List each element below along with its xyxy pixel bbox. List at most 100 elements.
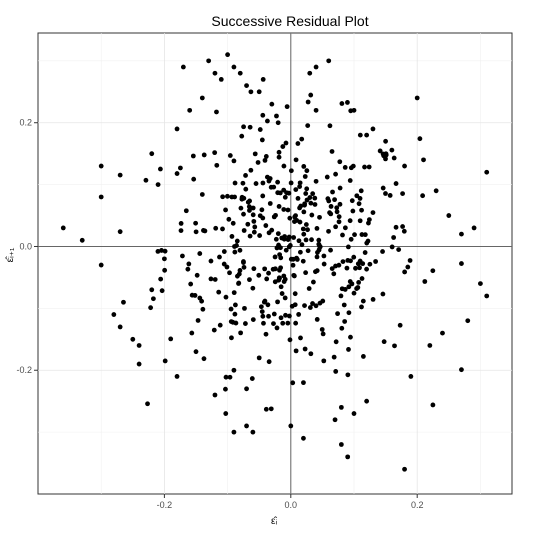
- data-point: [299, 242, 305, 248]
- data-point: [380, 185, 386, 191]
- data-point: [355, 285, 361, 290]
- data-point: [373, 259, 379, 264]
- data-point: [257, 213, 263, 219]
- data-point: [355, 261, 361, 267]
- data-point: [117, 172, 123, 178]
- data-point: [351, 254, 357, 260]
- data-point: [324, 174, 330, 180]
- data-point: [249, 376, 255, 381]
- data-point: [239, 133, 245, 139]
- data-point: [223, 411, 229, 416]
- data-point: [321, 358, 327, 364]
- data-point: [231, 429, 237, 435]
- data-point: [380, 249, 385, 254]
- data-point: [98, 194, 104, 200]
- data-point: [240, 180, 246, 186]
- data-point: [407, 258, 413, 263]
- data-point: [340, 232, 345, 238]
- data-point: [281, 236, 287, 242]
- data-point: [197, 251, 203, 256]
- data-point: [295, 141, 301, 146]
- data-point: [195, 318, 201, 323]
- data-point: [299, 136, 305, 142]
- data-point: [334, 209, 340, 215]
- data-point: [278, 255, 284, 261]
- data-point: [271, 321, 276, 326]
- data-point: [263, 406, 269, 412]
- data-point: [393, 181, 399, 186]
- data-point: [366, 164, 372, 170]
- data-point: [228, 306, 234, 312]
- data-point: [400, 224, 405, 229]
- data-point: [200, 306, 206, 312]
- data-point: [446, 213, 452, 218]
- data-point: [301, 209, 307, 215]
- data-point: [321, 253, 327, 259]
- data-point: [307, 305, 313, 310]
- data-point: [345, 372, 351, 378]
- data-point: [247, 208, 252, 213]
- data-point: [285, 207, 291, 213]
- data-point: [256, 355, 262, 361]
- data-point: [289, 303, 295, 309]
- data-point: [241, 228, 247, 233]
- data-point: [251, 229, 257, 235]
- data-point: [346, 347, 351, 352]
- data-point: [159, 288, 165, 294]
- data-point: [283, 247, 289, 253]
- data-point: [302, 202, 307, 208]
- data-point: [155, 248, 161, 254]
- data-point: [290, 256, 296, 262]
- data-point: [158, 166, 163, 172]
- data-point: [271, 184, 277, 190]
- data-point: [333, 224, 339, 230]
- data-point: [278, 284, 284, 290]
- data-point: [224, 264, 230, 270]
- data-point: [225, 193, 230, 199]
- data-point: [349, 198, 355, 204]
- data-point: [347, 218, 353, 224]
- data-point: [232, 249, 238, 255]
- data-point: [414, 95, 420, 101]
- x-axis-ticks: -0.2 0.0 0.2: [157, 494, 423, 510]
- data-point: [150, 296, 156, 302]
- data-point: [440, 330, 445, 336]
- data-point: [326, 228, 331, 234]
- data-point: [351, 411, 357, 416]
- data-point: [283, 140, 289, 146]
- data-point: [307, 70, 313, 76]
- data-point: [358, 188, 364, 194]
- data-point: [233, 320, 239, 326]
- data-points: [60, 52, 490, 472]
- data-point: [320, 331, 326, 337]
- data-point: [298, 203, 304, 209]
- data-point: [275, 120, 281, 126]
- y-tick-label: -0.2: [16, 365, 32, 375]
- data-point: [329, 149, 335, 154]
- data-point: [259, 207, 265, 213]
- data-point: [329, 266, 335, 271]
- data-point: [357, 218, 363, 224]
- data-point: [471, 225, 477, 231]
- data-point: [247, 198, 252, 204]
- data-point: [241, 195, 247, 201]
- data-point: [401, 228, 407, 234]
- data-point: [360, 298, 366, 304]
- data-point: [229, 234, 235, 239]
- data-point: [362, 164, 367, 170]
- data-point: [273, 236, 279, 242]
- data-point: [178, 221, 184, 226]
- data-point: [272, 254, 278, 260]
- data-point: [349, 281, 355, 287]
- data-point: [227, 153, 233, 158]
- data-point: [260, 112, 266, 118]
- data-point: [280, 320, 286, 326]
- data-point: [278, 315, 284, 321]
- data-point: [383, 156, 388, 162]
- data-point: [262, 266, 268, 272]
- x-axis-label: ε̂ᵢ: [271, 515, 277, 527]
- data-point: [365, 238, 371, 244]
- data-point: [281, 163, 287, 169]
- x-tick-label: -0.2: [157, 500, 173, 510]
- data-point: [261, 320, 266, 326]
